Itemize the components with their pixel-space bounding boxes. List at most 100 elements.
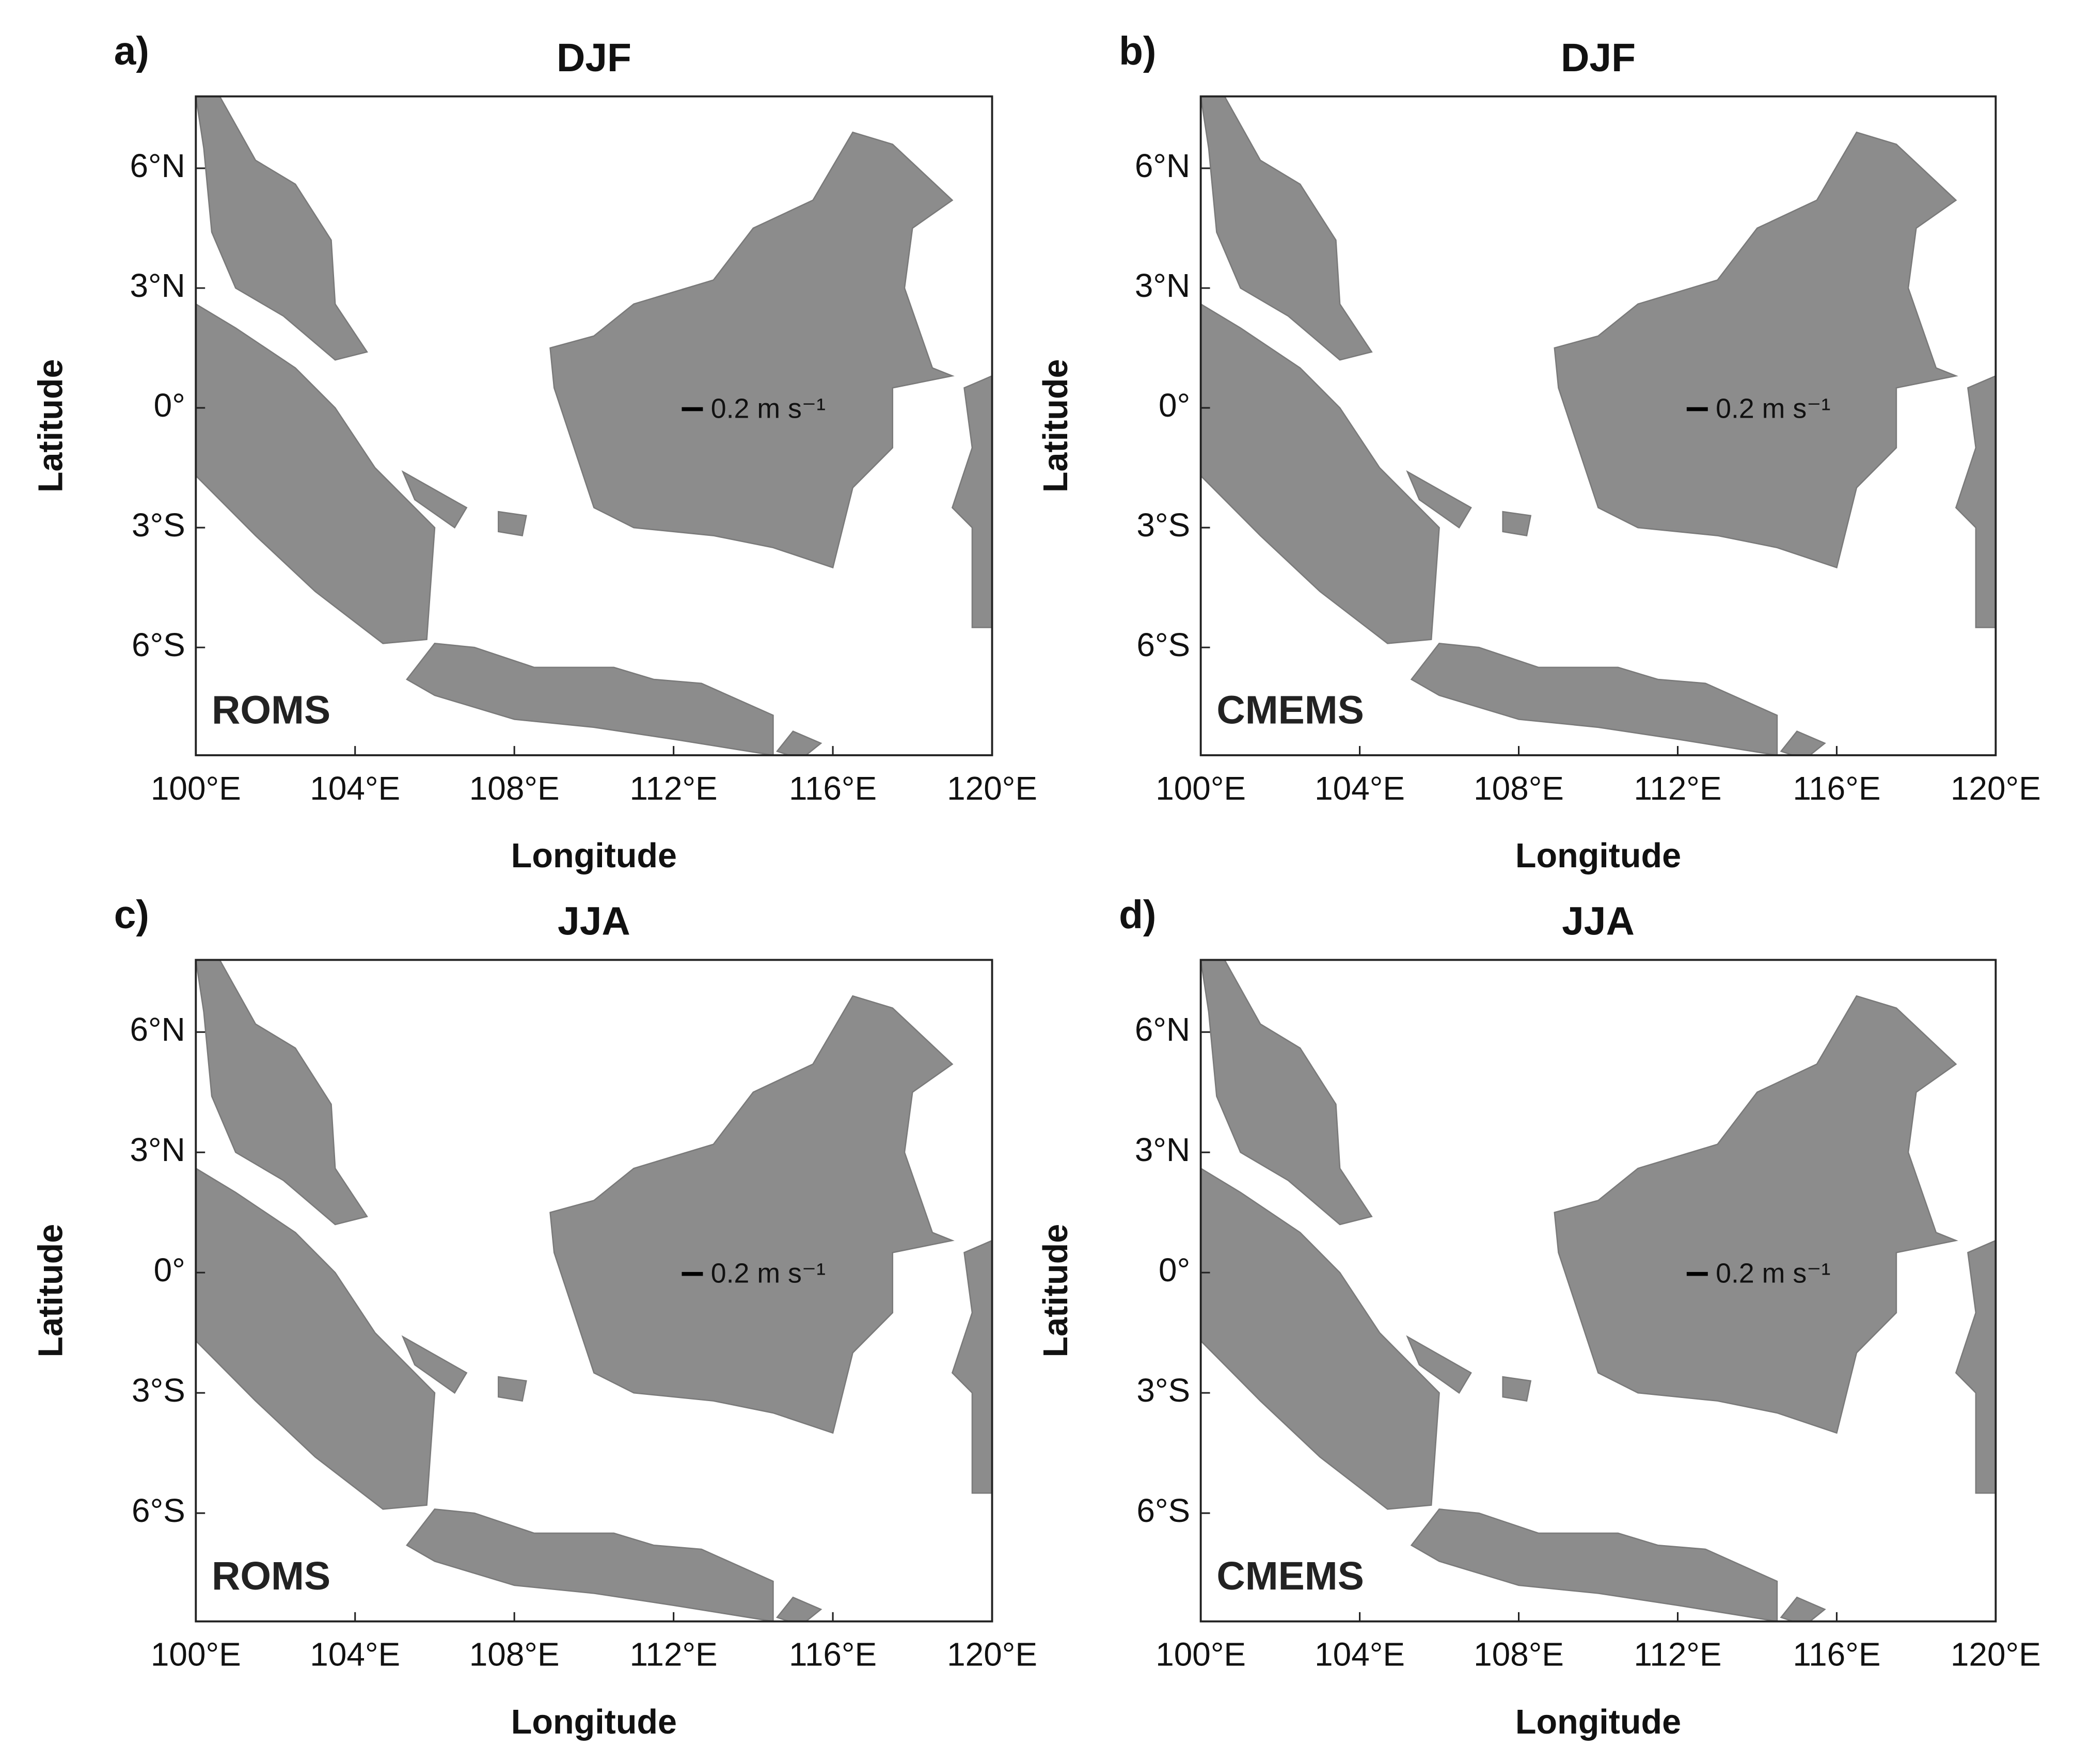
map	[1200, 96, 1996, 755]
x-tick-label: 100°E	[151, 770, 241, 807]
land	[498, 1376, 527, 1402]
land	[1554, 131, 1958, 569]
map	[196, 960, 992, 1622]
scale-label: 0.2 m s⁻¹	[711, 1258, 826, 1289]
x-tick-label: 120°E	[947, 1636, 1037, 1673]
y-tick-label: 6°S	[1136, 1492, 1190, 1529]
x-axis-label: Longitude	[1515, 837, 1681, 875]
plot-frame	[195, 959, 993, 1623]
y-tick-label: 6°N	[1135, 1011, 1190, 1048]
y-tick-label: 0°	[1159, 1251, 1190, 1289]
panel-title: JJA	[1562, 900, 1635, 944]
y-tick-label: 3°S	[132, 1372, 185, 1409]
land	[1410, 1508, 1778, 1622]
source-label: CMEMS	[1216, 1554, 1364, 1598]
map	[1200, 960, 1996, 1622]
x-tick-label: 112°E	[630, 770, 718, 807]
land	[1502, 511, 1532, 537]
y-axis-label: Latitude	[32, 359, 70, 493]
panel-title: DJF	[1561, 36, 1636, 80]
land	[1200, 96, 1373, 361]
land	[549, 131, 955, 569]
land	[196, 1167, 436, 1510]
plot-frame	[195, 95, 993, 756]
scale-label: 0.2 m s⁻¹	[711, 393, 826, 424]
y-tick-label: 3°S	[1136, 506, 1190, 544]
y-tick-label: 3°N	[1135, 267, 1190, 304]
x-tick-label: 100°E	[1155, 770, 1246, 807]
x-tick-label: 108°E	[469, 1636, 560, 1673]
land	[1955, 375, 1996, 628]
x-tick-label: 104°E	[310, 1636, 400, 1673]
y-tick-label: 3°S	[1136, 1372, 1190, 1409]
x-tick-label: 104°E	[1315, 770, 1405, 807]
x-tick-label: 108°E	[1474, 770, 1564, 807]
map	[196, 96, 992, 755]
x-tick-label: 104°E	[1315, 1636, 1405, 1673]
y-tick-label: 6°S	[1136, 626, 1190, 663]
land	[1406, 470, 1472, 529]
land	[406, 1508, 774, 1622]
land	[1200, 303, 1440, 644]
land	[196, 96, 368, 361]
y-tick-label: 6°N	[130, 147, 185, 184]
y-tick-label: 6°S	[132, 1492, 185, 1529]
land	[401, 470, 468, 529]
x-tick-label: 116°E	[1793, 1636, 1880, 1673]
x-tick-label: 112°E	[1634, 1636, 1721, 1673]
land	[1200, 1167, 1440, 1510]
y-axis-label: Latitude	[32, 1224, 70, 1358]
y-axis-label: Latitude	[1037, 359, 1075, 493]
land	[1502, 1376, 1532, 1402]
panel: 100°E 104°E 108°E 112°E 116°E 120°E 6°N 3°N 0° 3°…	[1037, 29, 2041, 875]
x-axis-label: Longitude	[1515, 1703, 1681, 1741]
plot-frame	[1199, 95, 1997, 756]
land	[401, 1335, 468, 1394]
land	[1955, 1239, 1996, 1494]
x-axis-label: Longitude	[511, 1703, 677, 1741]
x-tick-label: 120°E	[1951, 770, 2041, 807]
panel-title: DJF	[557, 36, 631, 80]
land	[196, 960, 368, 1226]
x-tick-label: 100°E	[151, 1636, 241, 1673]
x-tick-label: 100°E	[1155, 1636, 1246, 1673]
land	[1554, 995, 1958, 1434]
panel: 100°E 104°E 108°E 112°E 116°E 120°E 6°N 3°N 0° 3°…	[32, 29, 1037, 875]
panel-title: JJA	[558, 900, 630, 944]
y-tick-label: 0°	[1159, 387, 1190, 424]
scale-label: 0.2 m s⁻¹	[1716, 393, 1830, 424]
source-label: ROMS	[212, 1554, 330, 1598]
x-tick-label: 116°E	[789, 770, 877, 807]
x-tick-label: 116°E	[789, 1636, 877, 1673]
panel-label: a)	[114, 29, 149, 73]
y-tick-label: 6°N	[1135, 147, 1190, 184]
x-axis-label: Longitude	[511, 837, 677, 875]
land	[1406, 1335, 1472, 1394]
land	[1780, 730, 1826, 755]
panel: 100°E 104°E 108°E 112°E 116°E 120°E 6°N 3°N 0° 3°…	[1037, 893, 2041, 1741]
x-tick-label: 120°E	[1951, 1636, 2041, 1673]
land	[1200, 960, 1373, 1226]
x-tick-label: 112°E	[1634, 770, 1721, 807]
y-tick-label: 3°N	[1135, 1131, 1190, 1168]
panel-label: c)	[114, 893, 149, 937]
land	[951, 375, 992, 628]
x-tick-label: 112°E	[630, 1636, 718, 1673]
land	[406, 643, 774, 755]
land	[1780, 1596, 1826, 1622]
y-tick-label: 0°	[154, 1251, 185, 1289]
source-label: ROMS	[212, 688, 330, 732]
y-tick-label: 0°	[154, 387, 185, 424]
source-label: CMEMS	[1216, 688, 1364, 732]
land	[775, 730, 822, 755]
y-tick-label: 3°N	[130, 267, 185, 304]
land	[951, 1239, 992, 1494]
land	[196, 303, 436, 644]
land	[1410, 643, 1778, 755]
land	[549, 995, 955, 1434]
x-tick-label: 108°E	[1474, 1636, 1564, 1673]
land	[498, 511, 527, 537]
y-tick-label: 3°S	[132, 506, 185, 544]
x-tick-label: 108°E	[469, 770, 560, 807]
